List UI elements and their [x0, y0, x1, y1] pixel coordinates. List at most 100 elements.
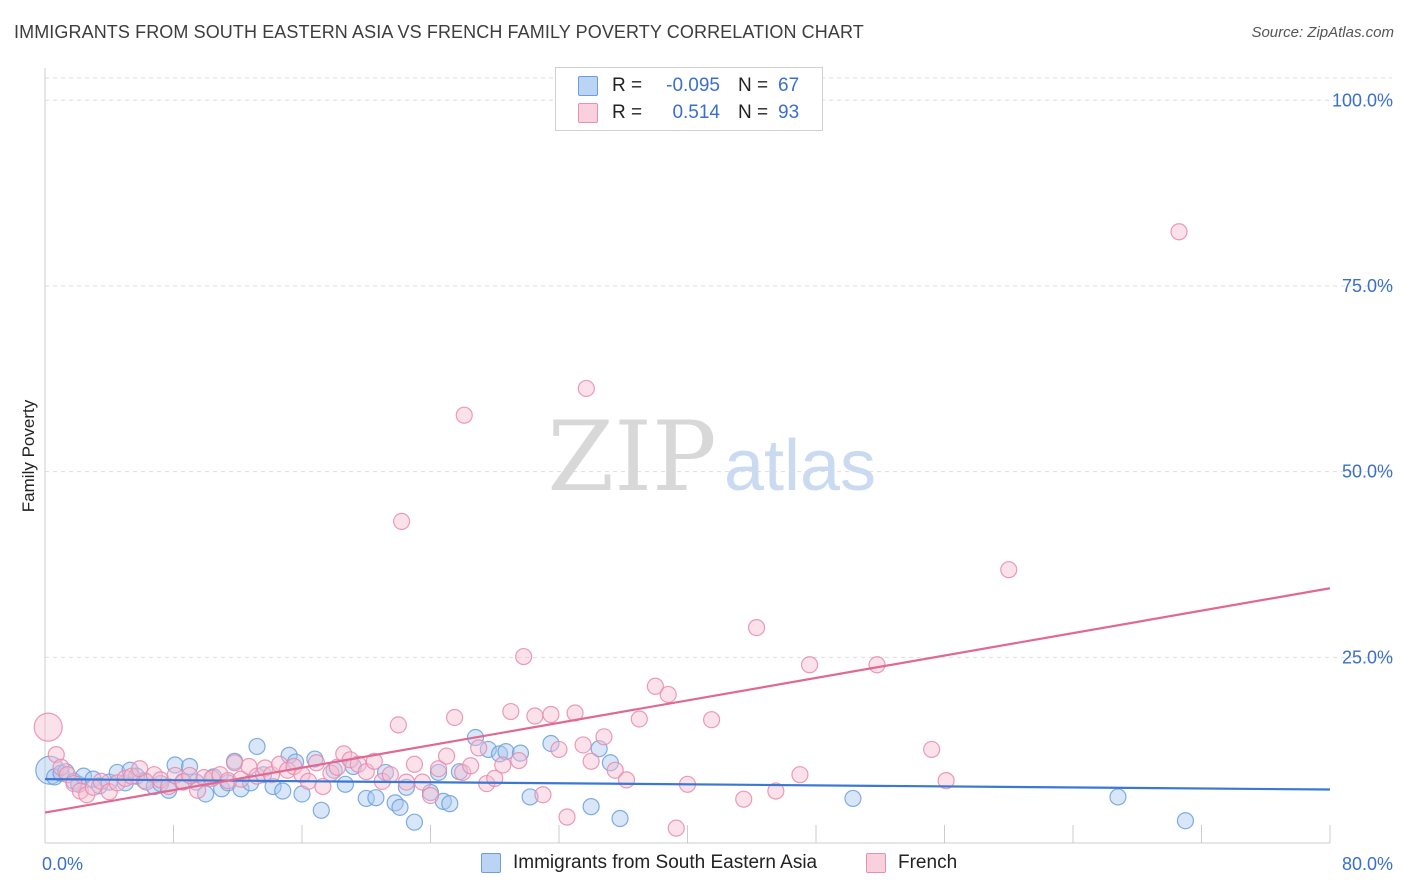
legend-item-pink[interactable]: French — [866, 852, 957, 874]
x-tick-label: 80.0% — [1342, 854, 1393, 874]
legend-r-label: R = — [612, 75, 643, 96]
data-point — [307, 754, 326, 772]
y-tick-label: 50.0% — [1342, 462, 1393, 482]
data-point — [526, 707, 544, 725]
data-point — [429, 760, 448, 778]
data-point — [180, 757, 199, 776]
data-point — [550, 740, 568, 759]
data-point — [381, 766, 399, 784]
data-point — [116, 769, 134, 787]
data-point — [868, 656, 886, 674]
data-point — [397, 778, 416, 796]
data-point — [791, 766, 809, 784]
correlation-legend: R = -0.095 N = 67 R = 0.514 N = 93 — [555, 67, 823, 131]
trend-line — [44, 587, 1331, 814]
y-tick-label: 100.0% — [1332, 90, 1393, 110]
data-point — [702, 711, 721, 729]
legend-label-blue: Immigrants from South Eastern Asia — [513, 852, 818, 873]
legend-swatch-pink — [578, 103, 598, 123]
source-label: Source: ZipAtlas.com — [1251, 24, 1394, 41]
data-point — [558, 808, 576, 826]
data-point — [510, 751, 528, 770]
data-point — [33, 712, 63, 742]
watermark-zip: ZIP — [547, 401, 716, 513]
data-point — [667, 819, 685, 837]
legend-n-value: 93 — [778, 102, 800, 123]
data-point — [455, 406, 473, 424]
series-pink-points — [33, 223, 1188, 837]
data-point — [800, 656, 819, 674]
data-point — [611, 809, 629, 828]
legend-label-pink: French — [898, 852, 958, 873]
data-point — [391, 798, 409, 816]
data-point — [923, 740, 941, 759]
data-point — [392, 512, 411, 531]
trend-lines — [44, 587, 1331, 814]
data-point — [389, 716, 407, 734]
data-point — [47, 746, 65, 764]
data-point — [630, 710, 648, 728]
data-point — [1109, 788, 1127, 806]
data-point — [429, 763, 448, 782]
legend-swatch-blue — [578, 76, 598, 96]
data-point — [470, 739, 488, 757]
data-point — [367, 789, 385, 807]
data-point — [646, 677, 664, 695]
x-tick-label: 0.0% — [42, 854, 83, 874]
data-point — [357, 789, 375, 808]
trend-line — [44, 778, 1331, 791]
data-point — [844, 789, 862, 808]
data-point — [577, 379, 595, 398]
y-axis-label: Family Poverty — [19, 399, 38, 512]
y-tick-label: 75.0% — [1342, 276, 1393, 296]
data-point — [365, 752, 383, 770]
data-point — [617, 771, 636, 789]
legend-n-label: N = — [738, 102, 769, 123]
data-point — [747, 619, 766, 637]
data-point — [595, 728, 613, 746]
data-point — [445, 708, 464, 727]
data-point — [335, 745, 353, 763]
legend-r-value: -0.095 — [666, 75, 720, 96]
data-point — [582, 752, 600, 770]
data-point — [767, 782, 785, 800]
data-point — [1170, 223, 1188, 241]
data-point — [441, 795, 459, 813]
data-point — [534, 786, 552, 804]
legend-row-blue: R = -0.095 N = 67 — [578, 74, 799, 98]
tick-labels: 25.0% 50.0% 75.0% 100.0% 0.0% 80.0% — [42, 90, 1393, 874]
data-point — [515, 647, 533, 666]
data-point — [582, 798, 600, 816]
y-tick-label: 25.0% — [1342, 647, 1393, 667]
data-point — [521, 788, 539, 806]
data-point — [336, 775, 354, 793]
data-point — [405, 813, 424, 831]
watermark-atlas: atlas — [724, 426, 876, 506]
data-point — [542, 705, 560, 724]
data-point — [1176, 812, 1195, 830]
data-point — [735, 790, 753, 808]
legend-item-blue[interactable]: Immigrants from South Eastern Asia — [481, 852, 817, 874]
data-point — [248, 737, 266, 756]
data-point — [312, 801, 330, 819]
data-point — [606, 761, 624, 779]
data-point — [1000, 561, 1018, 579]
legend-swatch-pink — [866, 853, 886, 873]
data-point — [174, 773, 192, 791]
data-point — [502, 702, 520, 721]
data-point — [314, 777, 332, 796]
data-point — [494, 756, 512, 774]
grid-lines — [45, 77, 1392, 658]
data-point — [421, 786, 440, 805]
legend-n-label: N = — [738, 75, 769, 96]
data-point — [437, 747, 456, 765]
data-point — [274, 782, 292, 800]
legend-n-value: 67 — [778, 75, 800, 96]
data-point — [405, 755, 424, 773]
data-point — [225, 754, 244, 772]
data-point — [497, 743, 515, 761]
chart-title: IMMIGRANTS FROM SOUTH EASTERN ASIA VS FR… — [14, 22, 864, 42]
series-legend: Immigrants from South Eastern Asia Frenc… — [0, 852, 1406, 878]
legend-r-value: 0.514 — [672, 102, 720, 123]
